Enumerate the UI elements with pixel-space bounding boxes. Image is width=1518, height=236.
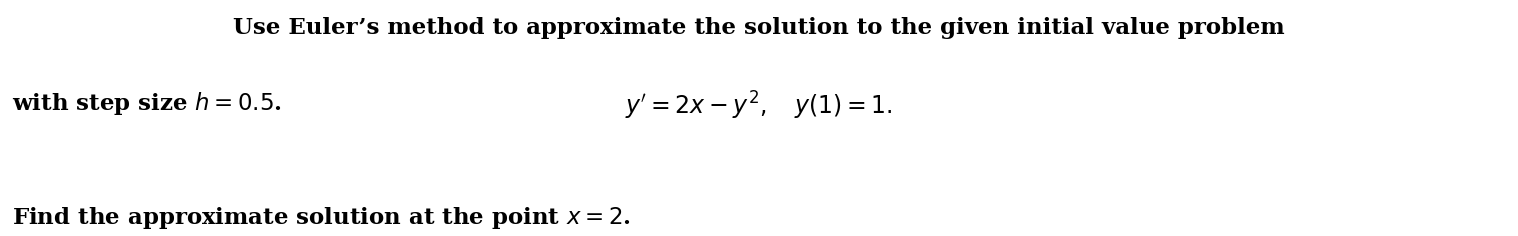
Text: $y' = 2x - y^2, \quad y(1) = 1.$: $y' = 2x - y^2, \quad y(1) = 1.$ <box>625 90 893 122</box>
Text: Use Euler’s method to approximate the solution to the given initial value proble: Use Euler’s method to approximate the so… <box>234 17 1284 38</box>
Text: with step size $h = 0.5$.: with step size $h = 0.5$. <box>12 90 282 117</box>
Text: Find the approximate solution at the point $x = 2$.: Find the approximate solution at the poi… <box>12 205 631 231</box>
